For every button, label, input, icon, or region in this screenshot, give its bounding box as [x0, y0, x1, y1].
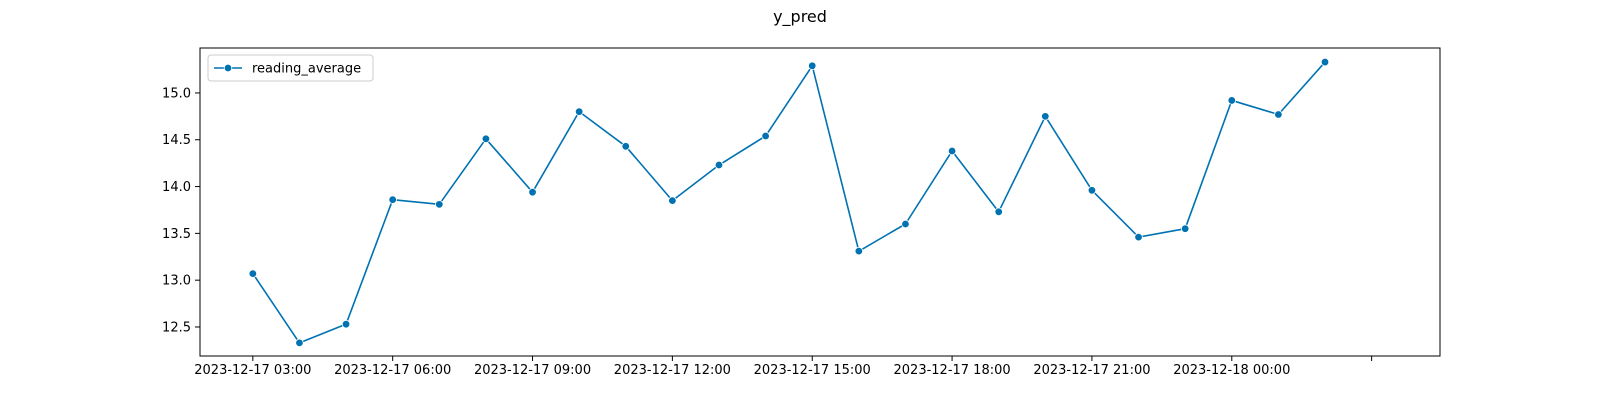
- x-tick-label: 2023-12-17 06:00: [334, 363, 451, 378]
- y-tick-label: 13.5: [162, 227, 191, 242]
- data-point: [761, 131, 770, 141]
- legend-marker: [223, 63, 233, 73]
- data-point: [1227, 96, 1236, 105]
- data-point: [481, 134, 491, 144]
- data-point: [621, 142, 630, 151]
- y-tick-label: 15.0: [162, 86, 191, 101]
- plot-frame: [199, 47, 1441, 357]
- series-layer: [248, 57, 1330, 348]
- x-tick-label: 2023-12-17 03:00: [194, 363, 311, 378]
- data-point: [1180, 224, 1190, 233]
- x-tick-label: 2023-12-17 09:00: [474, 363, 591, 378]
- data-point: [1134, 232, 1143, 242]
- x-tick-label: 2023-12-17 12:00: [614, 363, 731, 378]
- data-point: [1274, 110, 1283, 119]
- x-axis: 2023-12-17 03:00 2023-12-17 06:00 2023-12-…: [194, 356, 1373, 378]
- data-point: [435, 200, 444, 209]
- x-tick-label: 2023-12-17 15:00: [754, 363, 871, 378]
- y-tick-label: 14.5: [162, 133, 191, 148]
- data-point: [1041, 112, 1050, 121]
- data-point: [1320, 57, 1330, 67]
- data-point: [574, 107, 584, 116]
- data-point: [901, 219, 910, 229]
- legend-label: reading_average: [252, 62, 361, 77]
- y-tick-label: 14.0: [162, 180, 191, 195]
- series-line-reading_average: [252, 61, 1326, 344]
- chart-title: y_pred: [773, 7, 827, 27]
- data-point: [668, 196, 677, 205]
- data-point: [248, 269, 258, 278]
- data-point: [341, 319, 351, 329]
- data-point: [1087, 186, 1097, 195]
- data-point: [808, 61, 817, 70]
- data-point: [947, 146, 957, 156]
- data-point: [528, 187, 537, 197]
- data-point: [388, 195, 397, 204]
- y-tick-label: 13.0: [162, 274, 191, 289]
- y-tick-label: 12.5: [162, 320, 191, 335]
- legend-box: [207, 54, 374, 82]
- x-tick-label: 2023-12-18 00:00: [1173, 363, 1290, 378]
- data-point: [295, 338, 304, 348]
- data-point: [714, 160, 724, 170]
- data-point: [994, 207, 1003, 217]
- x-tick-label: 2023-12-17 21:00: [1033, 363, 1150, 378]
- data-point: [854, 246, 864, 256]
- x-tick-label: 2023-12-17 18:00: [894, 363, 1011, 378]
- legend: reading_average: [207, 54, 374, 82]
- y-axis: 12.5 13.0 13.5 14.0 14.5 15.0: [162, 86, 200, 335]
